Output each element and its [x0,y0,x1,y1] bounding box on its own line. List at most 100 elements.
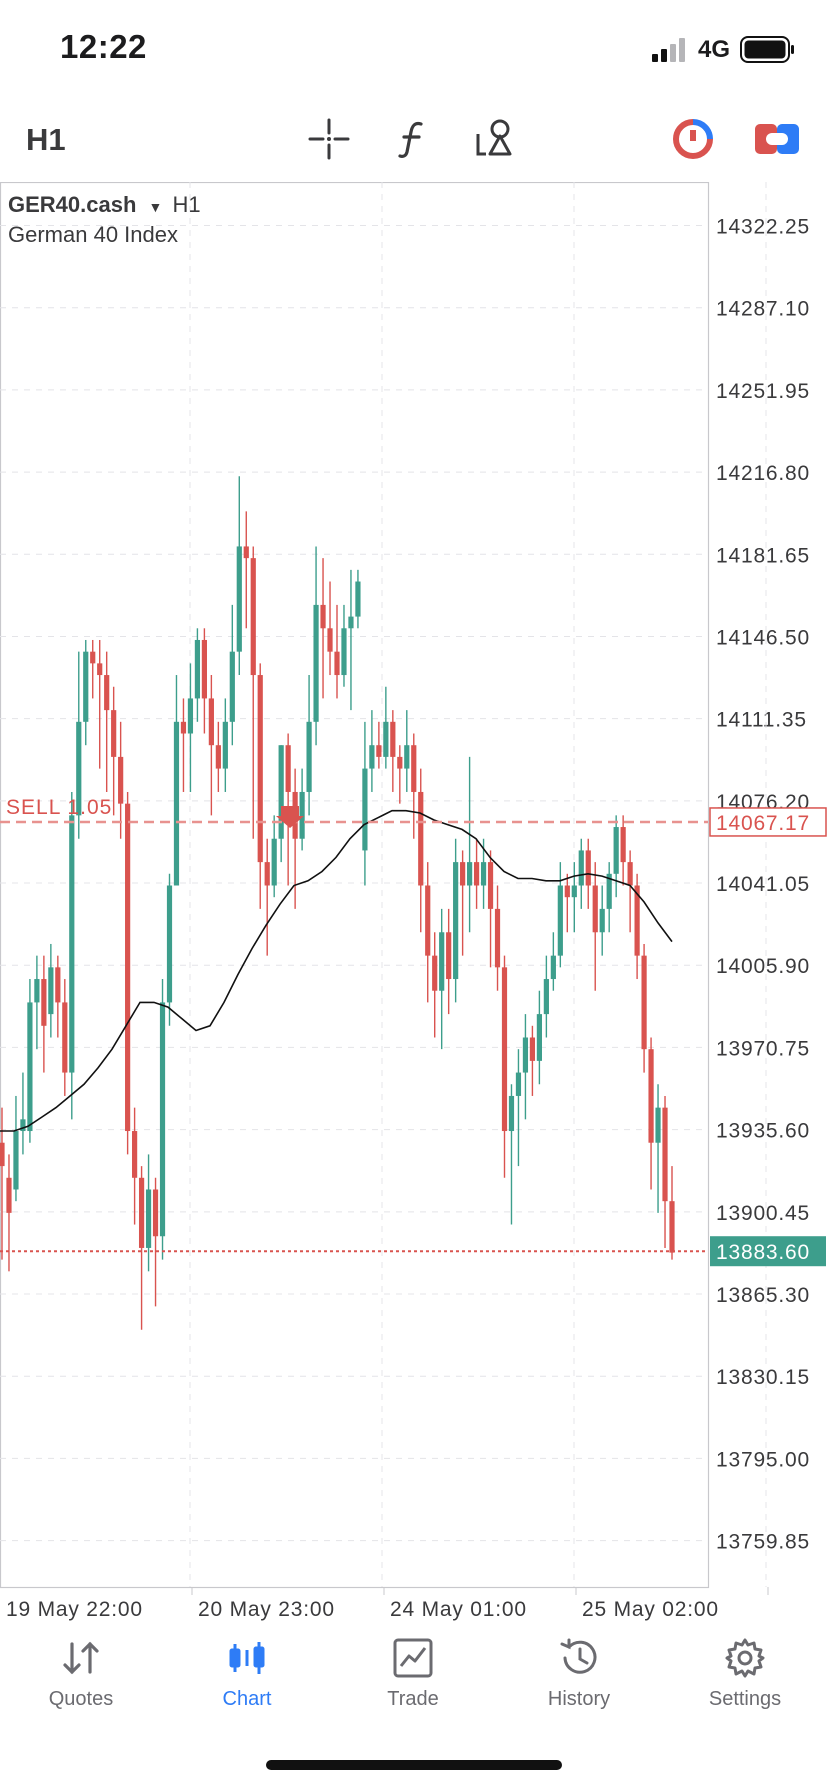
candle-body [467,862,473,886]
candle-body [669,1201,675,1253]
symbol-dropdown-icon[interactable]: ▼ [148,199,163,215]
candle-body [152,1189,159,1237]
candle-body [334,651,340,676]
candle-body [550,955,556,980]
candle-body [27,1002,33,1132]
candle-body [362,768,368,851]
home-indicator [266,1760,562,1770]
y-tick-label: 14216.80 [716,462,810,485]
candle-body [536,1014,542,1061]
y-tick-label: 13935.60 [716,1120,810,1143]
candle-body [97,663,103,676]
candle-body [606,873,612,909]
chart-toolbar: H1 [0,100,828,180]
candle-body [585,850,591,886]
candle-body [390,721,396,757]
candle-body [515,1072,522,1096]
candle-body [418,791,424,886]
candle-body [432,955,438,991]
candle-body [571,885,577,898]
y-tick-label: 13759.85 [716,1531,810,1554]
candle-body [564,885,570,898]
tab-chart[interactable]: Chart [172,1636,322,1726]
candle-body [341,628,347,676]
tab-quotes[interactable]: Quotes [6,1636,156,1726]
y-tick-label: 13900.45 [716,1202,810,1225]
candle-body [529,1037,536,1061]
candle-body [264,862,270,886]
symbol-name[interactable]: GER40.cash [8,192,137,217]
candle-body [327,628,333,652]
candle-body [369,745,375,769]
x-tick-label: 24 May 01:00 [390,1598,527,1621]
candle-body [494,908,501,968]
y-tick-label: 14005.90 [716,955,810,978]
chart-frame [0,182,710,1589]
x-tick-label: 19 May 22:00 [6,1598,143,1621]
tab-settings-label: Settings [708,1688,782,1710]
status-time: 12:22 [60,28,147,65]
candle-body [460,862,466,886]
objects-icon[interactable] [470,114,520,164]
y-tick-label: 13970.75 [716,1037,810,1060]
tab-trade-label: Trade [387,1688,439,1710]
y-tick-label: 13865.30 [716,1284,810,1307]
chart-canvas[interactable]: 14322.25 14287.10 14251.95 14216.80 14181.65… [0,182,828,1622]
sell-position-label: SELL 1.05 [6,796,112,819]
candle-body [125,803,131,1132]
candle-body [278,745,284,839]
candle-body [473,862,480,886]
candle-body [508,1095,515,1132]
tab-settings[interactable]: Settings [670,1636,820,1726]
candlestick-chart-icon [229,1642,265,1674]
crosshair-icon[interactable] [304,114,354,164]
candle-body [132,1131,138,1178]
sell-entry-arrow-icon [276,805,304,828]
candle-body [620,827,626,863]
candle-body [355,581,361,617]
function-icon[interactable] [388,114,438,164]
candle-body [104,675,110,711]
candle-body [173,721,180,886]
quotes-icon [63,1641,99,1675]
candle-body [69,815,75,1073]
candle-body [83,651,89,722]
trade-toggle-icon[interactable] [752,114,802,164]
current-price-box [710,1236,826,1267]
tab-history[interactable]: History [504,1636,654,1726]
candle-body [487,862,494,909]
candle-body [376,745,382,757]
candle-body [439,932,445,991]
candle-body [194,639,201,699]
candle-body [20,1119,26,1132]
candle-body [111,710,117,757]
y-tick-label: 14041.05 [716,873,810,896]
y-tick-label: 13830.15 [716,1366,810,1389]
candle-body [13,1131,19,1190]
candle-body [627,862,633,886]
candle-body [522,1037,529,1073]
candle-body [62,1002,68,1073]
y-tick-label: 14111.35 [716,709,807,732]
candle-body [180,721,187,734]
candle-body [557,885,563,956]
chart-symbol[interactable]: GER40.cash ▼ H1 [8,192,201,218]
y-tick-label: 14181.65 [716,544,810,567]
timeframe-button[interactable]: H1 [26,122,66,157]
candle-body [6,1177,12,1213]
price-chart[interactable]: 14322.25 14287.10 14251.95 14216.80 14181.65… [0,182,828,1622]
candle-body [243,546,249,559]
candle-body [655,1107,661,1143]
sell-price-label: 14067.17 [716,812,810,835]
candle-body [592,885,598,933]
analytics-icon[interactable] [668,114,718,164]
candle-body [41,979,47,1026]
tab-trade[interactable]: Trade [338,1636,488,1726]
network-type: 4G [698,36,731,63]
candle-body [34,979,40,1003]
candle-body [236,546,242,652]
y-tick-label: 14322.25 [716,216,810,239]
candle-body [446,932,452,980]
candle-body [222,721,228,769]
y-tick-label: 14287.10 [716,298,810,321]
